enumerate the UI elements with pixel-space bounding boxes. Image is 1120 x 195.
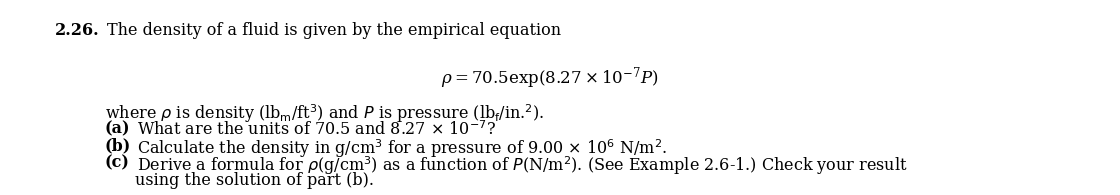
Text: 2.26.: 2.26. <box>55 22 100 39</box>
Text: Calculate the density in g/cm$^3$ for a pressure of 9.00 $\times$ 10$^6$ N/m$^2$: Calculate the density in g/cm$^3$ for a … <box>132 137 668 160</box>
Text: (a): (a) <box>105 120 131 137</box>
Text: The density of a fluid is given by the empirical equation: The density of a fluid is given by the e… <box>108 22 561 39</box>
Text: Derive a formula for $\rho$(g/cm$^3$) as a function of $P$(N/m$^2$). (See Exampl: Derive a formula for $\rho$(g/cm$^3$) as… <box>132 154 907 177</box>
Text: $\rho = 70.5 \exp(8.27 \times 10^{-7}P)$: $\rho = 70.5 \exp(8.27 \times 10^{-7}P)$ <box>441 65 659 91</box>
Text: (b): (b) <box>105 137 131 154</box>
Text: (c): (c) <box>105 154 130 171</box>
Text: What are the units of 70.5 and 8.27 $\times$ 10$^{-7}$?: What are the units of 70.5 and 8.27 $\ti… <box>132 120 496 139</box>
Text: using the solution of part (b).: using the solution of part (b). <box>136 172 374 189</box>
Text: where $\rho$ is density (lb$_{\mathrm{m}}$/ft$^3$) and $P$ is pressure (lb$_{\ma: where $\rho$ is density (lb$_{\mathrm{m}… <box>105 102 544 125</box>
